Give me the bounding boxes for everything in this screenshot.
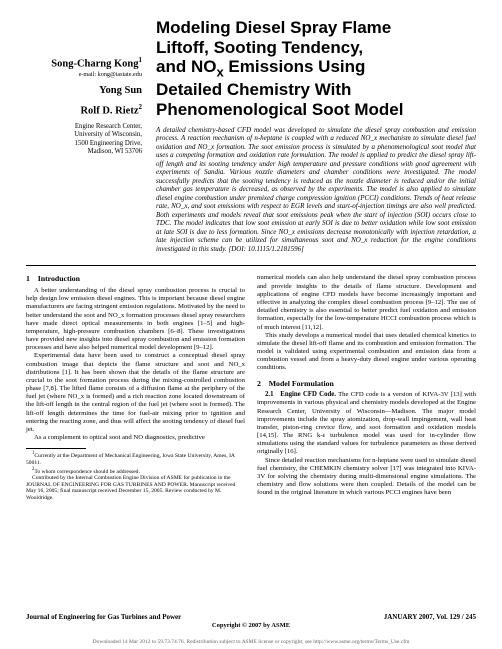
- author-1: Song-Charng Kong1 e-mail: kong@iastate.e…: [26, 56, 142, 78]
- authors-block: Song-Charng Kong1 e-mail: kong@iastate.e…: [26, 18, 156, 253]
- title-line: Liftoff, Sooting Tendency,: [156, 38, 476, 58]
- title-block: Modeling Diesel Spray Flame Liftoff, Soo…: [156, 18, 476, 253]
- title-line: Modeling Diesel Spray Flame: [156, 18, 476, 38]
- paragraph: A better understanding of the diesel spr…: [26, 287, 245, 352]
- footnote: 2To whom correspondence should be addres…: [26, 467, 245, 476]
- paragraph: This study develops a numerical model th…: [257, 332, 476, 373]
- title-line: Phenomenological Soot Model: [156, 100, 476, 120]
- footnote: Contributed by the Internal Combustion E…: [26, 475, 245, 502]
- paragraph: As a complement to optical soot and NO d…: [26, 434, 245, 442]
- paper-title: Modeling Diesel Spray Flame Liftoff, Soo…: [156, 18, 476, 120]
- page-footer: Journal of Engineering for Gas Turbines …: [26, 613, 476, 621]
- paragraph-continuation: numerical models can also help understan…: [257, 274, 476, 331]
- affiliation: Engine Research Center, University of Wi…: [26, 123, 142, 157]
- subsection-heading: 2.1 Engine CFD Code.: [265, 391, 336, 398]
- author-sup: 1: [139, 56, 143, 64]
- author-name: Rolf D. Rietz2: [26, 103, 142, 117]
- affiliation-line: Engine Research Center,: [26, 123, 142, 131]
- affiliation-line: University of Wisconsin,: [26, 131, 142, 139]
- paragraph: 2.1 Engine CFD Code. The CFD code is a v…: [257, 391, 476, 456]
- body-columns: 1 Introduction A better understanding of…: [26, 274, 476, 501]
- copyright-line: Copyright © 2007 by ASME: [0, 622, 502, 629]
- issue-page: JANUARY 2007, Vol. 129 / 245: [384, 613, 476, 621]
- column-left: 1 Introduction A better understanding of…: [26, 274, 245, 501]
- footnote: 1Currently at the Department of Mechanic…: [26, 451, 245, 466]
- author-email: e-mail: kong@iastate.edu: [26, 71, 142, 78]
- affiliation-line: 1500 Engineering Drive,: [26, 140, 142, 148]
- author-sup: 2: [139, 103, 143, 111]
- author-name: Yong Sun: [26, 85, 142, 96]
- journal-name: Journal of Engineering for Gas Turbines …: [26, 613, 181, 621]
- section-heading: 2 Model Formulation: [257, 379, 476, 389]
- author-2: Yong Sun: [26, 85, 142, 96]
- section-heading: 1 Introduction: [26, 274, 245, 284]
- title-line: and NOx Emissions Using: [156, 57, 476, 80]
- footnote-rule: [26, 448, 86, 449]
- column-right: numerical models can also help understan…: [257, 274, 476, 501]
- title-line: Detailed Chemistry With: [156, 80, 476, 100]
- paragraph: Experimental data have been used to cons…: [26, 352, 245, 434]
- author-3: Rolf D. Rietz2: [26, 103, 142, 117]
- header-divider: [26, 265, 476, 266]
- page: Song-Charng Kong1 e-mail: kong@iastate.e…: [0, 0, 502, 502]
- paragraph: Since detailed reaction mechanisms for n…: [257, 457, 476, 498]
- header: Song-Charng Kong1 e-mail: kong@iastate.e…: [26, 18, 476, 253]
- download-note: Downloaded 14 Mar 2012 to 59.73.74.76. R…: [0, 639, 502, 645]
- affiliation-line: Madison, WI 53706: [26, 148, 142, 156]
- doi: [DOI: 10.1115/1.2181596]: [227, 245, 304, 253]
- abstract: A detailed chemistry-based CFD model was…: [156, 126, 476, 254]
- author-name: Song-Charng Kong1: [26, 56, 142, 70]
